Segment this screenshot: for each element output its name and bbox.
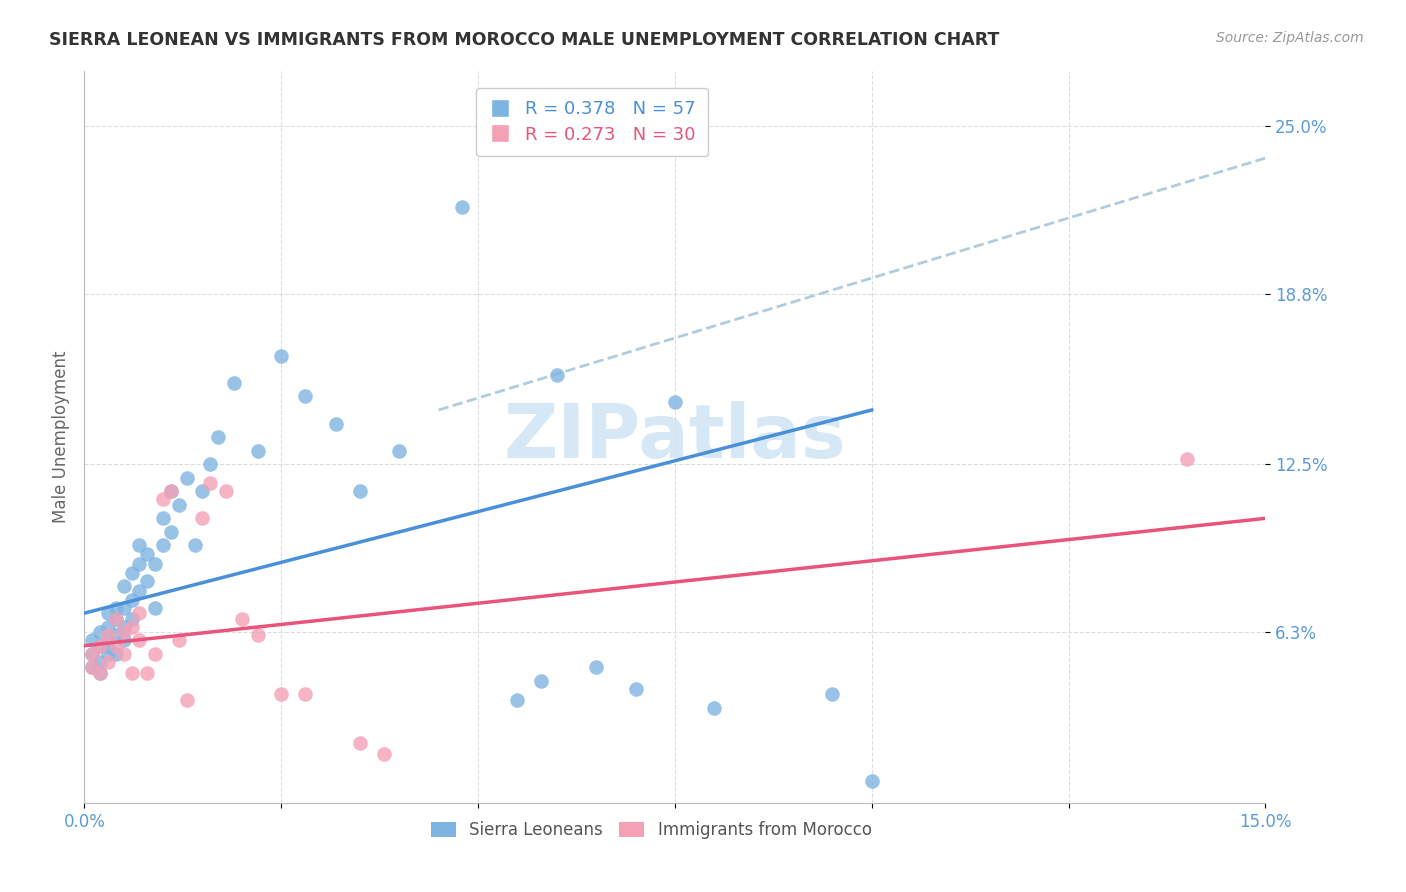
Point — [136, 574, 159, 588]
Point — [97, 606, 120, 620]
Point — [143, 647, 166, 661]
Point — [143, 558, 166, 572]
Point — [89, 665, 111, 680]
Point — [270, 349, 292, 363]
Point — [294, 389, 316, 403]
Point — [104, 628, 127, 642]
Point — [703, 701, 725, 715]
Point — [112, 647, 135, 661]
Point — [89, 639, 111, 653]
Point — [121, 611, 143, 625]
Point — [82, 647, 104, 661]
Point — [89, 655, 111, 669]
Point — [349, 736, 371, 750]
Point — [200, 476, 222, 491]
Point — [112, 579, 135, 593]
Point — [89, 665, 111, 680]
Point — [167, 498, 190, 512]
Point — [112, 625, 135, 640]
Point — [167, 633, 190, 648]
Point — [104, 611, 127, 625]
Point — [152, 492, 174, 507]
Point — [97, 633, 120, 648]
Point — [97, 620, 120, 634]
Point — [200, 457, 222, 471]
Point — [160, 524, 183, 539]
Point — [546, 368, 568, 382]
Point — [451, 200, 474, 214]
Point — [104, 611, 127, 625]
Point — [176, 693, 198, 707]
Point — [664, 395, 686, 409]
Text: ZIPatlas: ZIPatlas — [503, 401, 846, 474]
Point — [191, 484, 214, 499]
Point — [176, 471, 198, 485]
Point — [121, 620, 143, 634]
Y-axis label: Male Unemployment: Male Unemployment — [52, 351, 70, 524]
Point — [152, 511, 174, 525]
Text: SIERRA LEONEAN VS IMMIGRANTS FROM MOROCCO MALE UNEMPLOYMENT CORRELATION CHART: SIERRA LEONEAN VS IMMIGRANTS FROM MOROCC… — [49, 31, 1000, 49]
Point — [136, 547, 159, 561]
Text: Source: ZipAtlas.com: Source: ZipAtlas.com — [1216, 31, 1364, 45]
Point — [97, 628, 120, 642]
Point — [585, 660, 607, 674]
Point — [325, 417, 347, 431]
Point — [97, 655, 120, 669]
Point — [82, 647, 104, 661]
Point — [152, 538, 174, 552]
Point — [128, 584, 150, 599]
Point — [121, 665, 143, 680]
Point — [183, 538, 205, 552]
Point — [112, 620, 135, 634]
Point — [624, 681, 647, 696]
Point — [530, 673, 553, 688]
Point — [1175, 451, 1198, 466]
Point — [104, 647, 127, 661]
Point — [82, 660, 104, 674]
Point — [136, 665, 159, 680]
Point — [121, 566, 143, 580]
Point — [82, 633, 104, 648]
Point — [112, 633, 135, 648]
Point — [112, 600, 135, 615]
Legend: Sierra Leoneans, Immigrants from Morocco: Sierra Leoneans, Immigrants from Morocco — [425, 814, 879, 846]
Point — [373, 747, 395, 761]
Point — [222, 376, 245, 390]
Point — [191, 511, 214, 525]
Point — [82, 660, 104, 674]
Point — [207, 430, 229, 444]
Point — [246, 628, 269, 642]
Point — [246, 443, 269, 458]
Point — [388, 443, 411, 458]
Point — [121, 592, 143, 607]
Point — [128, 558, 150, 572]
Point — [97, 647, 120, 661]
Point — [231, 611, 253, 625]
Point — [160, 484, 183, 499]
Point — [860, 774, 883, 789]
Point — [143, 600, 166, 615]
Point — [215, 484, 238, 499]
Point — [160, 484, 183, 499]
Point — [97, 639, 120, 653]
Point — [349, 484, 371, 499]
Point — [104, 639, 127, 653]
Point — [89, 639, 111, 653]
Point — [128, 606, 150, 620]
Point — [89, 625, 111, 640]
Point — [270, 688, 292, 702]
Point — [294, 688, 316, 702]
Point — [821, 688, 844, 702]
Point — [506, 693, 529, 707]
Point — [104, 600, 127, 615]
Point — [128, 633, 150, 648]
Point — [128, 538, 150, 552]
